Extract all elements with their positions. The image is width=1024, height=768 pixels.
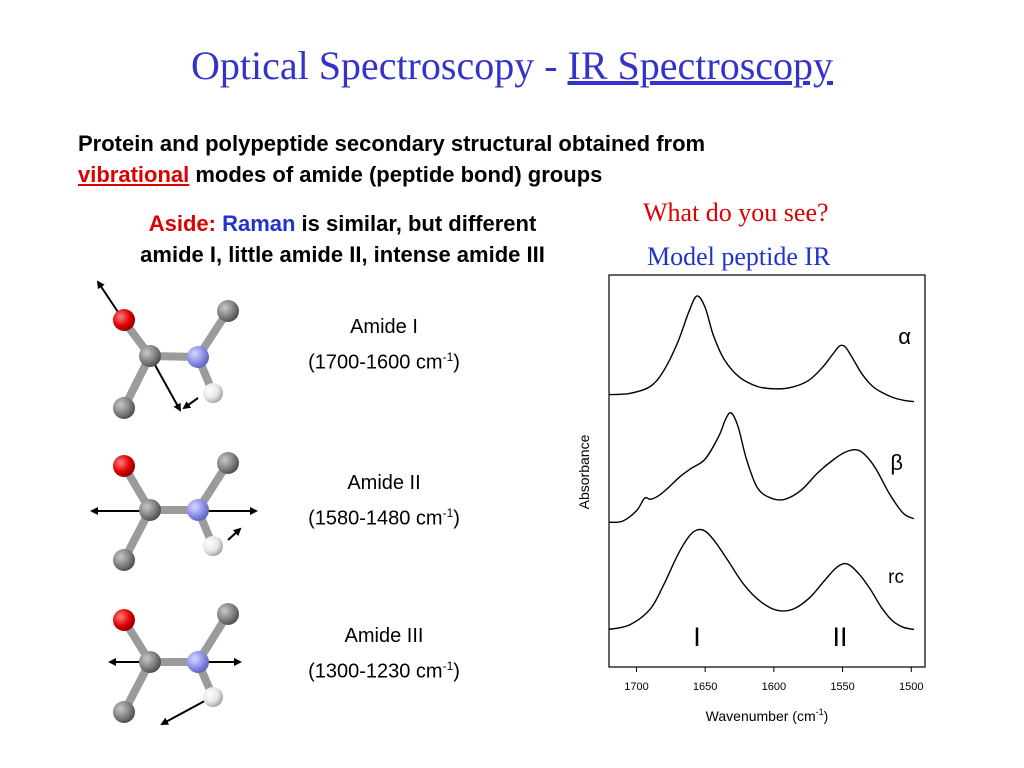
oxygen-atom-icon bbox=[113, 309, 135, 331]
title-sub: IR Spectroscopy bbox=[567, 43, 834, 88]
aside-label: Aside: bbox=[148, 211, 216, 236]
intro-line2: vibrational modes of amide (peptide bond… bbox=[78, 159, 918, 190]
carbon-atom-icon bbox=[113, 701, 135, 723]
x-tick-label: 1550 bbox=[830, 681, 854, 693]
carbon-atom-icon bbox=[139, 651, 161, 673]
carbon-atom-icon bbox=[113, 397, 135, 419]
hydrogen-atom-icon bbox=[203, 383, 223, 403]
carbon-atom-icon bbox=[113, 549, 135, 571]
carbon-atom-icon bbox=[217, 300, 239, 322]
amide-2-label: Amide II (1580-1480 cm-1) bbox=[264, 468, 504, 534]
aside-text1: is similar, but different bbox=[295, 211, 537, 236]
intro-rest: modes of amide (peptide bond) groups bbox=[189, 162, 603, 187]
ir-spectrum-chart: 1700 1650 1600 1550 1500 α β rc I II Absorba… bbox=[576, 274, 926, 724]
spectrum-line-beta bbox=[608, 412, 915, 524]
hydrogen-atom-icon bbox=[203, 687, 223, 707]
carbon-atom-icon bbox=[139, 345, 161, 367]
amide-3-name: Amide III bbox=[344, 625, 424, 647]
plot-frame bbox=[608, 274, 926, 668]
oxygen-atom-icon bbox=[113, 455, 135, 477]
x-tick-label: 1700 bbox=[624, 681, 648, 693]
aside-line1: Aside: Raman is similar, but different bbox=[70, 208, 615, 239]
intro-highlight: vibrational bbox=[78, 162, 190, 187]
y-axis-label: Absorbance bbox=[576, 434, 592, 509]
intro-line1: Protein and polypeptide secondary struct… bbox=[78, 131, 706, 156]
series-label-alpha: α bbox=[898, 324, 911, 349]
slide-title: Optical Spectroscopy - IR Spectroscopy bbox=[0, 42, 1024, 89]
amide-1-molecule bbox=[96, 280, 239, 419]
amide-2-range: (1580-1480 cm-1) bbox=[308, 506, 460, 530]
amide-2-name: Amide II bbox=[347, 472, 421, 494]
amide-1-range: (1700-1600 cm-1) bbox=[308, 350, 460, 374]
series-label-beta: β bbox=[890, 450, 903, 475]
band-label-ii: II bbox=[832, 622, 847, 652]
carbon-atom-icon bbox=[217, 452, 239, 474]
amide-1-label: Amide I (1700-1600 cm-1) bbox=[264, 312, 504, 378]
amide-1-name: Amide I bbox=[350, 316, 418, 338]
nitrogen-atom-icon bbox=[187, 651, 209, 673]
amide-2-molecule bbox=[90, 452, 258, 571]
intro-text: Protein and polypeptide secondary struct… bbox=[78, 128, 918, 190]
amide-3-molecule bbox=[108, 603, 242, 725]
oxygen-atom-icon bbox=[113, 609, 135, 631]
carbon-atom-icon bbox=[139, 499, 161, 521]
nitrogen-atom-icon bbox=[187, 346, 209, 368]
aside-note: Aside: Raman is similar, but different a… bbox=[70, 208, 615, 270]
title-main: Optical Spectroscopy - bbox=[190, 43, 568, 88]
x-axis-label: Wavenumber (cm-1) bbox=[706, 707, 829, 724]
band-label-i: I bbox=[693, 622, 701, 652]
series-label-rc: rc bbox=[888, 567, 904, 588]
carbon-atom-icon bbox=[217, 603, 239, 625]
amide-3-label: Amide III (1300-1230 cm-1) bbox=[264, 621, 504, 687]
x-tick-label: 1500 bbox=[899, 681, 923, 693]
spectrum-line-alpha bbox=[608, 295, 915, 403]
spectrum-line-rc bbox=[608, 528, 915, 631]
question-line2: Model peptide IR bbox=[647, 242, 831, 271]
nitrogen-atom-icon bbox=[187, 499, 209, 521]
aside-line2: amide I, little amide II, intense amide … bbox=[140, 242, 545, 267]
x-tick-label: 1650 bbox=[693, 681, 717, 693]
question-line1: What do you see? bbox=[643, 198, 829, 227]
hydrogen-atom-icon bbox=[203, 536, 223, 556]
amide-3-range: (1300-1230 cm-1) bbox=[308, 659, 460, 683]
aside-raman: Raman bbox=[222, 211, 296, 236]
x-tick-label: 1600 bbox=[762, 681, 786, 693]
